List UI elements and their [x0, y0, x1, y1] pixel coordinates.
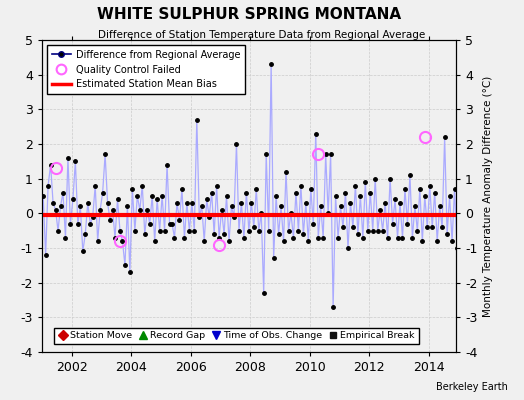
- Text: Difference of Station Temperature Data from Regional Average: Difference of Station Temperature Data f…: [99, 30, 425, 40]
- Legend: Station Move, Record Gap, Time of Obs. Change, Empirical Break: Station Move, Record Gap, Time of Obs. C…: [54, 328, 419, 344]
- Y-axis label: Monthly Temperature Anomaly Difference (°C): Monthly Temperature Anomaly Difference (…: [483, 75, 493, 317]
- Text: Berkeley Earth: Berkeley Earth: [436, 382, 508, 392]
- Title: WHITE SULPHUR SPRING MONTANA: WHITE SULPHUR SPRING MONTANA: [97, 7, 401, 22]
